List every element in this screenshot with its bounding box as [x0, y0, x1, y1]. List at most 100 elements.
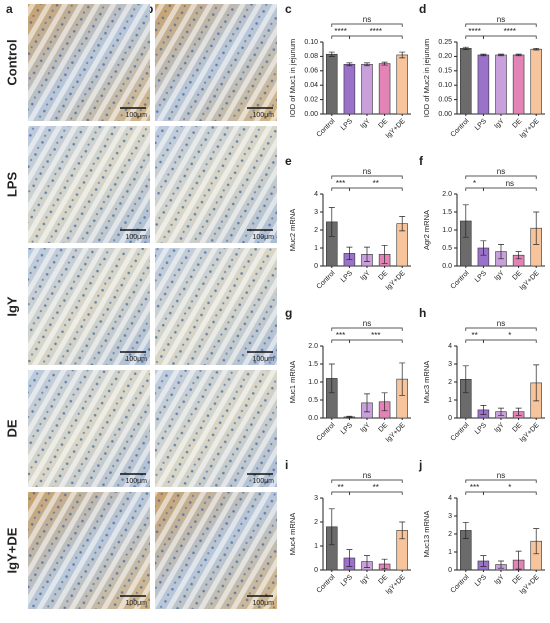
x-tick-label: LPS	[340, 574, 355, 589]
significance-bracket	[465, 339, 484, 343]
error-bar	[515, 407, 522, 416]
x-tick-label: IgY+DE	[385, 422, 407, 444]
error-bar	[328, 363, 335, 394]
x-tick-label: DE	[377, 422, 389, 434]
significance-label: **	[373, 179, 379, 188]
error-bar	[364, 393, 370, 413]
x-tick-label: LPS	[474, 118, 489, 133]
significance-label: ns	[363, 167, 371, 176]
error-bar	[462, 204, 469, 238]
y-axis-label: Muc1 mRNA	[288, 361, 297, 404]
significance-label: **	[373, 483, 379, 492]
bar	[378, 63, 391, 115]
significance-label: ****	[468, 27, 480, 36]
y-axis-label: Muc2 mRNA	[288, 209, 297, 252]
x-tick-label: IgY	[359, 574, 372, 587]
error-bar	[533, 528, 540, 555]
y-tick-label: 0.0	[442, 263, 452, 270]
scale-bar-label: 100μm	[252, 234, 274, 241]
x-tick-label: IgY+DE	[385, 574, 407, 596]
x-tick-label: LPS	[340, 422, 355, 437]
error-bar	[399, 216, 406, 232]
y-tick-label: 1.0	[442, 227, 452, 234]
significance-bracket	[349, 339, 403, 343]
x-tick-label: IgY+DE	[519, 118, 541, 140]
significance-bracket	[483, 187, 537, 191]
y-tick-label: 0.02	[304, 96, 318, 103]
significance-bracket	[465, 327, 537, 331]
panel-letter: g	[285, 306, 292, 320]
panel-letter: a	[6, 2, 13, 16]
bar	[495, 54, 507, 115]
x-tick-label: IgY	[359, 270, 372, 283]
y-tick-label: 3	[314, 495, 318, 502]
panel-letter: i	[285, 458, 288, 472]
scale-bar-label: 100μm	[252, 478, 274, 485]
row-label: IgY+DE	[4, 527, 19, 573]
panel-letter: j	[418, 458, 422, 472]
significance-bracket	[483, 35, 537, 39]
x-tick-label: Control	[316, 269, 337, 290]
y-tick-label: 2	[314, 519, 318, 526]
y-tick-label: 4	[448, 343, 452, 350]
significance-label: ns	[497, 167, 505, 176]
scale-bar-label: 100μm	[252, 356, 274, 363]
y-tick-label: 0.25	[438, 39, 452, 46]
y-tick-label: 3	[448, 361, 452, 368]
significance-bracket	[331, 479, 403, 483]
bar	[460, 48, 472, 115]
significance-label: ***	[470, 483, 479, 492]
y-tick-label: 1	[448, 549, 452, 556]
y-axis-label: IOD of Muc2 in jejunum	[422, 39, 431, 117]
panel-letter: h	[419, 306, 426, 320]
error-bar	[346, 549, 353, 567]
y-tick-label: 3	[314, 209, 318, 216]
error-bar	[364, 555, 370, 568]
significance-label: ***	[336, 331, 345, 340]
bar	[326, 53, 338, 115]
error-bar	[364, 62, 370, 67]
y-tick-label: 0	[448, 567, 452, 574]
significance-bracket	[331, 491, 350, 495]
error-bar	[346, 415, 353, 418]
y-axis-label: Muc3 mRNA	[422, 361, 431, 404]
y-tick-label: 0	[448, 415, 452, 422]
panel-letter: f	[419, 154, 424, 168]
scale-bar-label: 100μm	[252, 600, 274, 607]
significance-label: ns	[363, 471, 371, 480]
panel-letter: c	[285, 2, 292, 16]
x-tick-label: Control	[450, 269, 471, 290]
scale-bar-label: 100μm	[125, 234, 147, 241]
error-bar	[515, 251, 522, 260]
significance-label: *	[508, 331, 511, 340]
x-tick-label: Control	[316, 117, 337, 138]
error-bar	[399, 362, 406, 396]
y-tick-label: 0.05	[438, 96, 452, 103]
significance-bracket	[331, 35, 350, 39]
y-tick-label: 0.10	[304, 39, 318, 46]
error-bar	[381, 244, 388, 264]
y-tick-label: 0.00	[304, 111, 318, 118]
significance-label: ***	[371, 331, 380, 340]
significance-bracket	[465, 491, 484, 495]
y-axis-label: Muc4 mRNA	[288, 513, 297, 556]
significance-label: ns	[497, 319, 505, 328]
significance-bracket	[349, 35, 403, 39]
significance-bracket	[349, 187, 403, 191]
error-bar	[498, 53, 504, 57]
x-tick-label: Control	[450, 421, 471, 442]
y-tick-label: 0.08	[304, 53, 318, 60]
y-tick-label: 2.0	[308, 343, 318, 350]
significance-bracket	[483, 491, 537, 495]
y-axis-label: Muc13 mRNA	[422, 511, 431, 558]
significance-bracket	[331, 175, 403, 179]
significance-label: ns	[363, 15, 371, 24]
error-bar	[381, 61, 388, 66]
significance-bracket	[465, 175, 537, 179]
significance-label: ns	[497, 15, 505, 24]
bar	[477, 54, 490, 115]
y-axis-label: IOD of Muc1 in jejunum	[288, 39, 297, 117]
y-tick-label: 2	[314, 227, 318, 234]
error-bar	[328, 508, 335, 546]
